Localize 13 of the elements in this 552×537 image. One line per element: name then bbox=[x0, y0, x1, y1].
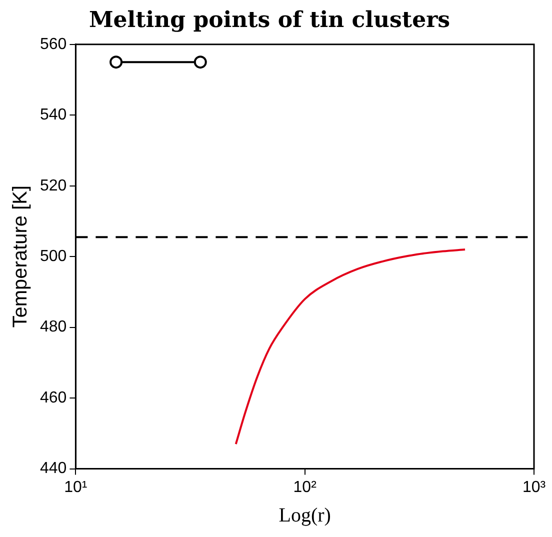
x-tick-label: 10² bbox=[293, 478, 318, 496]
y-tick-label: 480 bbox=[40, 318, 67, 336]
chart-title: Melting points of tin clusters bbox=[88, 6, 450, 33]
y-tick-label: 560 bbox=[40, 36, 67, 53]
y-tick-label: 460 bbox=[40, 389, 67, 406]
y-tick-label: 520 bbox=[40, 177, 67, 194]
y-axis-title: Temperature [K] bbox=[10, 185, 32, 328]
x-axis-title: Log(r) bbox=[278, 504, 331, 526]
y-tick-label: 440 bbox=[40, 460, 67, 478]
y-tick-label: 500 bbox=[40, 248, 67, 266]
y-tick-label: 540 bbox=[40, 106, 67, 124]
x-tick-label: 10³ bbox=[522, 478, 546, 496]
x-tick-label: 10¹ bbox=[64, 478, 88, 496]
